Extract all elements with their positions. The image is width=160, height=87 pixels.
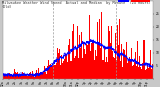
Text: Milwaukee Weather Wind Speed  Actual and Median  by Minute  (24 Hours) (Old): Milwaukee Weather Wind Speed Actual and … — [2, 1, 150, 9]
